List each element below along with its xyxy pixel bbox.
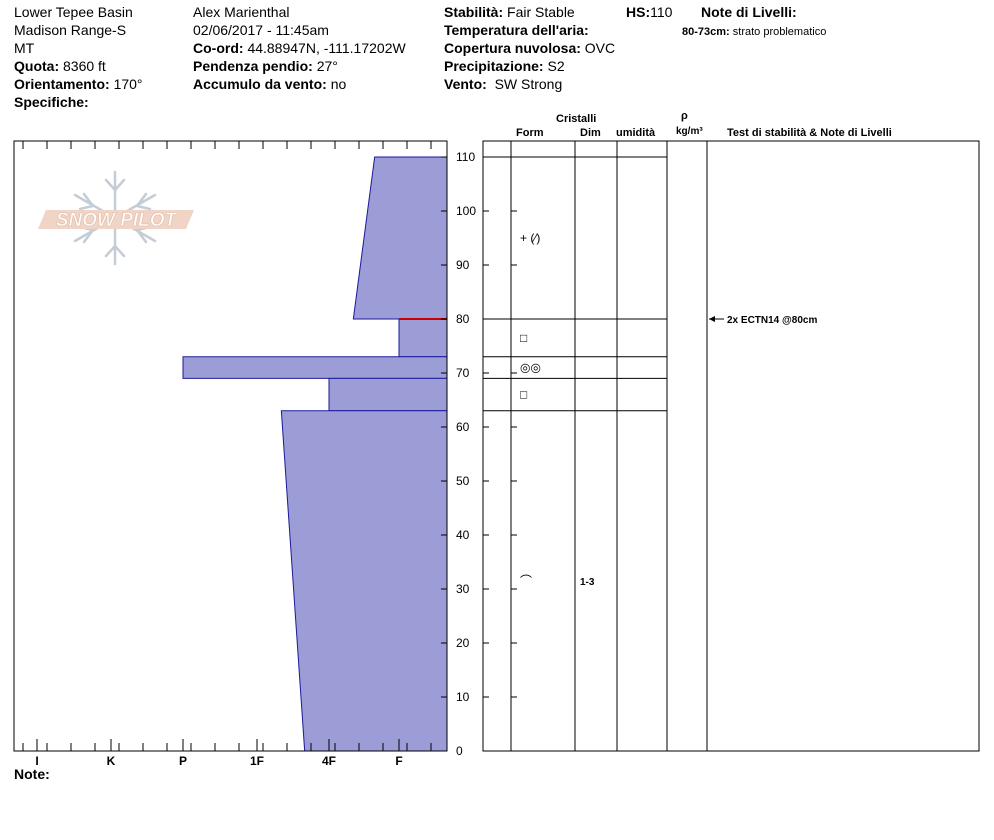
- y-tick-label-60: 60: [456, 420, 470, 434]
- hs-row: HS:110: [626, 4, 672, 21]
- slope-row: Pendenza pendio: 27°: [193, 58, 338, 75]
- hardness-layer-3: [328, 377, 448, 412]
- wind-loading-row: Accumulo da vento: no: [193, 76, 346, 93]
- stability-row: Stabilità: Fair Stable: [444, 4, 575, 21]
- slope-value: 27°: [316, 58, 338, 74]
- y-tick-label-20: 20: [456, 636, 470, 650]
- layer-notes-title: Note di Livelli:: [701, 4, 797, 20]
- hs-label: HS:: [626, 4, 651, 20]
- crystal-column: + (⁄) □ ◎◎ □ ⌒ 1-3: [520, 231, 595, 588]
- form-header: Form: [516, 127, 544, 139]
- state: MT: [14, 40, 35, 56]
- observation-datetime: 02/06/2017 - 11:45am: [193, 22, 329, 38]
- crystal-form-0: + (⁄): [520, 231, 540, 245]
- moisture-header: umidità: [616, 127, 656, 139]
- mountain-range: Madison Range-S: [14, 22, 127, 38]
- stability-label: Stabilità:: [444, 4, 504, 20]
- aspect-row: Orientamento: 170°: [14, 76, 143, 93]
- precip-row: Precipitazione: S2: [444, 58, 565, 75]
- elevation-label: Quota:: [14, 58, 60, 74]
- hs-value: 110: [650, 4, 673, 20]
- rho-header: ρ: [681, 110, 688, 122]
- tests-header: Test di stabilità & Note di Livelli: [727, 127, 892, 139]
- coord-row: Co-ord: 44.88947N, -111.17202W: [193, 40, 406, 57]
- aspect-value: 170°: [113, 76, 143, 92]
- hardness-layer-4: [280, 410, 448, 752]
- slope-label: Pendenza pendio:: [193, 58, 313, 74]
- chart-frames: [13, 140, 980, 752]
- observer-name: Alex Marienthal: [193, 4, 290, 20]
- y-tick-label-110: 110: [456, 150, 475, 164]
- sky-label: Copertura nuvolosa:: [444, 40, 581, 56]
- layer-note-text: strato problematico: [732, 26, 827, 38]
- wind-row: Vento: SW Strong: [444, 76, 562, 93]
- wind-loading-value: no: [330, 76, 347, 92]
- elevation-row: Quota: 8360 ft: [14, 58, 106, 75]
- y-tick-label-80: 80: [456, 312, 470, 326]
- crystal-size-4: 1-3: [580, 577, 595, 588]
- x-category-label-4F: 4F: [322, 754, 336, 768]
- crystals-header: Cristalli: [556, 113, 597, 125]
- y-tick-label-0: 0: [456, 744, 463, 758]
- y-tick-label-100: 100: [456, 204, 476, 218]
- density-unit-header: kg/m³: [676, 126, 703, 137]
- precip-label: Precipitazione:: [444, 58, 544, 74]
- specifics-label: Specifiche:: [14, 94, 89, 110]
- y-tick-label-90: 90: [456, 258, 470, 272]
- table-frame: [482, 140, 980, 752]
- hardness-profile: [182, 156, 448, 752]
- layer-note-range: 80-73cm:: [682, 26, 730, 38]
- x-category-label-F: F: [395, 754, 402, 768]
- crystal-form-4: ⌒: [520, 574, 532, 588]
- stability-tests: 2x ECTN14 @80cm: [709, 315, 817, 326]
- crystal-form-3: □: [520, 388, 527, 402]
- location-name: Lower Tepee Basin: [14, 4, 133, 20]
- wind-loading-label: Accumulo da vento:: [193, 76, 327, 92]
- stability-test-label-0: 2x ECTN14 @80cm: [727, 315, 817, 326]
- x-category-label-P: P: [179, 754, 187, 768]
- note-label: Note:: [14, 766, 50, 782]
- hardness-layer-2: [182, 356, 448, 379]
- stability-value: Fair Stable: [507, 4, 575, 20]
- y-tick-label-70: 70: [456, 366, 470, 380]
- crystal-form-2: ◎◎: [520, 361, 541, 375]
- hardness-plot-frame: [13, 140, 448, 752]
- x-axis-categories: I K P 1F 4F F: [35, 739, 403, 768]
- y-tick-label-10: 10: [456, 690, 470, 704]
- y-tick-label-30: 30: [456, 582, 470, 596]
- coord-label: Co-ord:: [193, 40, 244, 56]
- aspect-label: Orientamento:: [14, 76, 110, 92]
- x-category-label-1F: 1F: [250, 754, 264, 768]
- sky-row: Copertura nuvolosa: OVC: [444, 40, 615, 57]
- y-tick-label-50: 50: [456, 474, 470, 488]
- air-temp-label: Temperatura dell'aria:: [444, 22, 589, 38]
- layer-note-entry: 80-73cm: strato problematico: [682, 24, 826, 41]
- y-tick-label-40: 40: [456, 528, 470, 542]
- x-category-label-K: K: [107, 754, 116, 768]
- snow-pilot-logo: SNOW PILOT: [38, 210, 194, 231]
- sky-value: OVC: [584, 40, 616, 56]
- logo-text: SNOW PILOT: [56, 210, 178, 231]
- coord-value: 44.88947N, -111.17202W: [247, 40, 406, 56]
- size-header: Dim: [580, 127, 601, 139]
- crystal-form-1: □: [520, 331, 527, 345]
- hardness-layer-1: [398, 318, 448, 358]
- test-pointer-arrow-icon-0: [709, 316, 715, 322]
- hardness-layer-0: [352, 156, 448, 320]
- wind-value: SW Strong: [494, 76, 563, 92]
- precip-value: S2: [547, 58, 565, 74]
- x-category-label-I: I: [35, 754, 38, 768]
- elevation-value: 8360 ft: [63, 58, 106, 74]
- wind-label: Vento:: [444, 76, 487, 92]
- layer-boundary-lines: [483, 156, 667, 412]
